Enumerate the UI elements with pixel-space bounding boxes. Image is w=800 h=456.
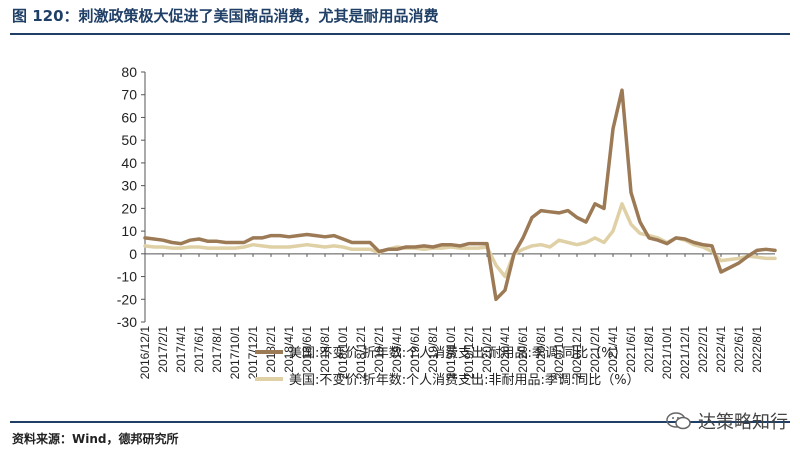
y-tick-label: 30 <box>121 178 137 194</box>
x-tick-label: 2018/10/1 <box>336 326 350 380</box>
x-tick-label: 2019/12/1 <box>462 326 476 380</box>
y-tick-label: 50 <box>121 132 137 148</box>
x-tick-label: 2021/8/1 <box>642 326 656 373</box>
x-tick-label: 2019/10/1 <box>444 326 458 380</box>
x-tick-label: 2021/12/1 <box>678 326 692 380</box>
x-tick-label: 2017/12/1 <box>246 326 260 380</box>
y-tick-label: 0 <box>129 246 137 262</box>
y-tick-label: 40 <box>121 155 137 171</box>
footer-divider <box>10 421 790 423</box>
chart-axes: -30 -20 -10 0 10 20 30 40 50 60 70 80 2016/12/1 2017/… <box>117 64 775 379</box>
x-tick-label: 2019/2/1 <box>372 326 386 373</box>
x-tick-label: 2020/6/1 <box>516 326 530 373</box>
x-tick-label: 2020/10/1 <box>552 326 566 380</box>
x-tick-label: 2018/4/1 <box>282 326 296 373</box>
series-layer <box>143 88 777 302</box>
watermark: 达策略知行 <box>666 408 788 434</box>
y-tick-label: -20 <box>117 291 137 307</box>
x-tick-label: 2020/12/1 <box>570 326 584 380</box>
x-tick-label: 2017/8/1 <box>210 326 224 373</box>
line-chart: -30 -20 -10 0 10 20 30 40 50 60 70 80 2016/12/1 2017/… <box>117 64 777 388</box>
source-note: 资料来源：Wind，德邦研究所 <box>12 432 179 446</box>
legend-label-2: 美国:不变价:折年数:个人消费支出:非耐用品:季调:同比（%） <box>289 372 640 388</box>
x-tick-label: 2021/4/1 <box>606 326 620 373</box>
x-tick-label: 2022/8/1 <box>750 326 764 373</box>
x-tick-label: 2018/6/1 <box>300 326 314 373</box>
x-tick-label: 2020/2/1 <box>480 326 494 373</box>
x-tick-label: 2020/8/1 <box>534 326 548 373</box>
x-tick-label: 2018/2/1 <box>264 326 278 373</box>
series-line-1 <box>143 88 777 302</box>
x-tick-label: 2021/10/1 <box>660 326 674 380</box>
x-tick-label: 2017/2/1 <box>156 326 170 373</box>
x-tick-label: 2019/6/1 <box>408 326 422 373</box>
legend-label-1: 美国:不变价:折年数:个人消费支出:耐用品:季调:同比（%） <box>289 345 627 361</box>
y-tick-label: -10 <box>117 269 137 285</box>
x-tick-label: 2022/2/1 <box>696 326 710 373</box>
x-tick-label: 2020/4/1 <box>498 326 512 373</box>
x-tick-label: 2018/12/1 <box>354 326 368 380</box>
y-tick-label: -30 <box>117 314 137 330</box>
x-tick-label: 2021/6/1 <box>624 326 638 373</box>
x-tick-label: 2021/2/1 <box>588 326 602 373</box>
chart-legend: 美国:不变价:折年数:个人消费支出:耐用品:季调:同比（%） 美国:不变价:折年数… <box>255 345 640 388</box>
y-tick-label: 20 <box>121 200 137 216</box>
x-tick-label: 2022/4/1 <box>714 326 728 373</box>
x-tick-label: 2017/4/1 <box>174 326 188 373</box>
title-divider <box>10 33 790 35</box>
watermark-text: 达策略知行 <box>698 412 788 433</box>
y-tick-label: 10 <box>121 223 137 239</box>
y-tick-label: 60 <box>121 109 137 125</box>
y-tick-label: 80 <box>121 64 137 80</box>
x-tick-label: 2017/10/1 <box>228 326 242 380</box>
chart-title: 图 120：刺激政策极大促进了美国商品消费，尤其是耐用品消费 <box>12 7 439 25</box>
x-tick-label: 2019/8/1 <box>426 326 440 373</box>
x-tick-label: 2018/8/1 <box>318 326 332 373</box>
x-tick-label: 2022/6/1 <box>732 326 746 373</box>
x-tick-label: 2016/12/1 <box>138 326 152 380</box>
y-tick-label: 70 <box>121 87 137 103</box>
x-tick-label: 2017/6/1 <box>192 326 206 373</box>
wechat-icon <box>666 412 691 430</box>
x-tick-label: 2019/4/1 <box>390 326 404 373</box>
